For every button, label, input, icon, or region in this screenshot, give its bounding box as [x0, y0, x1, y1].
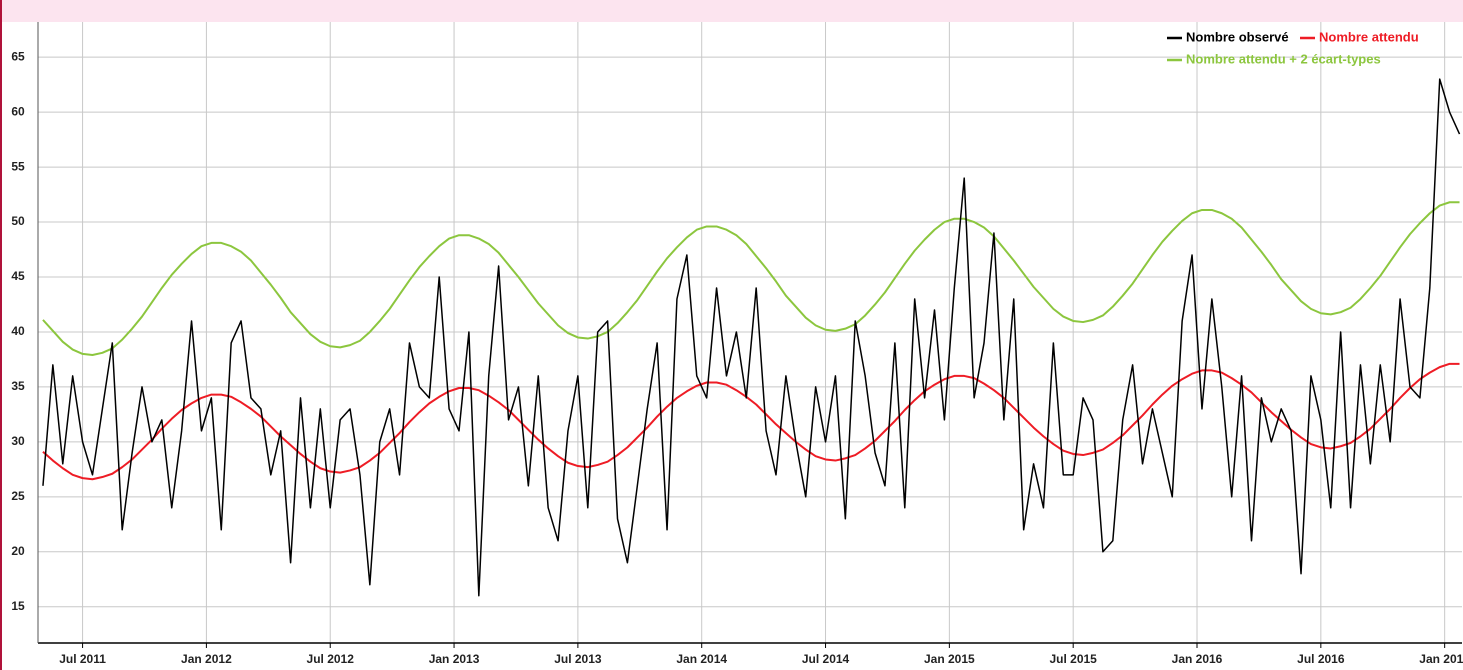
x-tick-label: Jul 2011: [59, 652, 106, 666]
y-tick-label: 45: [11, 269, 25, 283]
x-tick-label: Jan 2015: [924, 652, 975, 666]
y-tick-label: 55: [11, 159, 25, 173]
y-tick-label: 20: [11, 544, 25, 558]
x-tick-label: Jul 2013: [554, 652, 602, 666]
series-line: [42, 78, 1461, 597]
x-tick-label: Jul 2012: [307, 652, 355, 666]
x-tick-label: Jul 2016: [1297, 652, 1345, 666]
y-tick-label: 25: [11, 489, 25, 503]
series-line: [42, 362, 1460, 481]
series-line: [42, 201, 1460, 357]
legend-label: Nombre attendu + 2 écart-types: [1186, 51, 1381, 66]
y-tick-label: 15: [11, 599, 25, 613]
legend-label: Nombre attendu: [1319, 29, 1419, 44]
legend-label: Nombre observé: [1186, 29, 1289, 44]
x-tick-label: Jan 2012: [181, 652, 232, 666]
x-tick-label: Jul 2014: [802, 652, 850, 666]
header-band: [0, 0, 1463, 22]
x-tick-label: Jul 2015: [1049, 652, 1097, 666]
y-tick-label: 60: [11, 104, 25, 118]
x-tick-label: Jan 2016: [1172, 652, 1223, 666]
y-tick-label: 65: [11, 49, 25, 63]
x-tick-label: Jan 2017: [1419, 652, 1463, 666]
y-tick-label: 35: [11, 379, 25, 393]
y-tick-label: 40: [11, 324, 25, 338]
left-border: [0, 0, 2, 670]
x-tick-label: Jan 2013: [429, 652, 480, 666]
y-tick-label: 30: [11, 434, 25, 448]
y-tick-label: 50: [11, 214, 25, 228]
x-tick-label: Jan 2014: [676, 652, 727, 666]
